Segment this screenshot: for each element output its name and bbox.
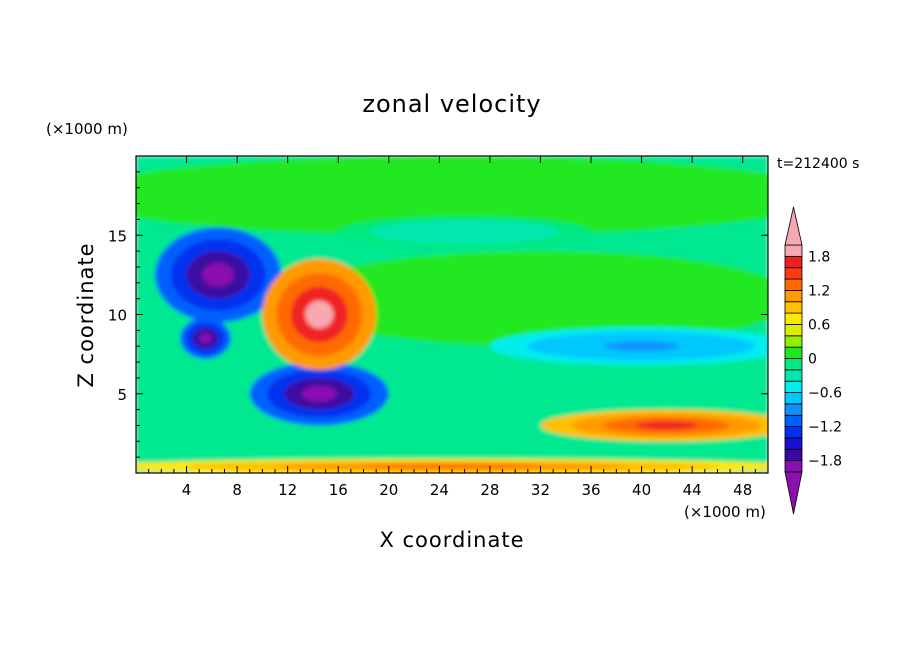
colorbar-swatch — [784, 346, 803, 359]
y-axis: 5 10 15 — [108, 171, 768, 458]
x-axis-label: X coordinate — [379, 528, 524, 552]
x-axis: 4 8 12 16 20 24 28 32 36 40 44 48 — [148, 156, 756, 499]
colorbar-tick-label: 0 — [808, 352, 817, 368]
chart-title: zonal velocity — [362, 90, 541, 118]
y-axis-label: Z coordinate — [74, 242, 98, 387]
colorbar-swatch — [784, 414, 803, 428]
colorbar-swatch — [784, 403, 803, 416]
x-tick-label: 12 — [278, 481, 297, 499]
colorbar-tick-label: −1.2 — [808, 420, 842, 436]
y-tick-label: 5 — [117, 386, 127, 404]
field-cell — [363, 464, 541, 469]
colorbar-tick-label: 1.2 — [808, 283, 830, 299]
colorbar-swatch — [784, 437, 803, 450]
x-tick-label: 4 — [182, 481, 192, 499]
colorbar-swatch — [784, 358, 803, 371]
colorbar-tick-label: −0.6 — [808, 386, 842, 402]
colorbar-swatch — [784, 244, 803, 257]
colorbar-tick-label: 0.6 — [808, 317, 830, 333]
time-label: t=212400 s — [777, 156, 859, 172]
colorbar-swatch — [784, 460, 803, 473]
colorbar-swatch — [784, 369, 803, 382]
colorbar-swatch — [784, 392, 803, 405]
colorbar-swatch — [784, 312, 803, 325]
x-tick-label: 20 — [379, 481, 398, 499]
x-tick-label: 24 — [430, 481, 449, 499]
colorbar-swatch — [784, 324, 803, 337]
field-cell — [603, 341, 680, 351]
colorbar-extend-high — [784, 206, 803, 246]
field-cell — [635, 421, 699, 430]
field-cell — [301, 385, 337, 402]
field-cell — [199, 333, 212, 344]
velocity-field — [136, 156, 768, 473]
x-unit-label: (×1000 m) — [684, 503, 766, 521]
x-tick-label: 32 — [531, 481, 550, 499]
x-tick-label: 48 — [733, 481, 752, 499]
colorbar-swatch — [784, 289, 803, 303]
colorbar: 1.8 1.2 0.6 0 −0.6 −1.2 −1.8 — [784, 206, 842, 515]
y-unit-label: (×1000 m) — [46, 120, 128, 138]
field-cell — [433, 228, 497, 237]
field-cell — [477, 286, 604, 311]
colorbar-swatch — [784, 380, 803, 393]
colorbar-swatch — [784, 426, 803, 439]
colorbar-swatch — [784, 301, 803, 314]
field-cell — [305, 300, 334, 329]
y-tick-label: 15 — [108, 227, 127, 245]
x-tick-label: 44 — [683, 481, 702, 499]
y-tick-label: 10 — [108, 307, 127, 325]
x-tick-label: 28 — [480, 481, 499, 499]
colorbar-swatch — [784, 278, 803, 291]
field-cell — [202, 262, 234, 287]
colorbar-swatch — [784, 448, 803, 462]
x-tick-label: 36 — [581, 481, 600, 499]
colorbar-swatch — [784, 335, 803, 348]
colorbar-swatch — [784, 267, 803, 280]
colorbar-tick-label: −1.8 — [808, 454, 842, 470]
field-cell — [357, 185, 547, 206]
x-tick-label: 40 — [632, 481, 651, 499]
x-tick-label: 16 — [329, 481, 348, 499]
colorbar-tick-label: 1.8 — [808, 249, 830, 265]
colorbar-extend-low — [784, 471, 803, 515]
colorbar-swatch — [784, 255, 803, 269]
x-tick-label: 8 — [232, 481, 242, 499]
